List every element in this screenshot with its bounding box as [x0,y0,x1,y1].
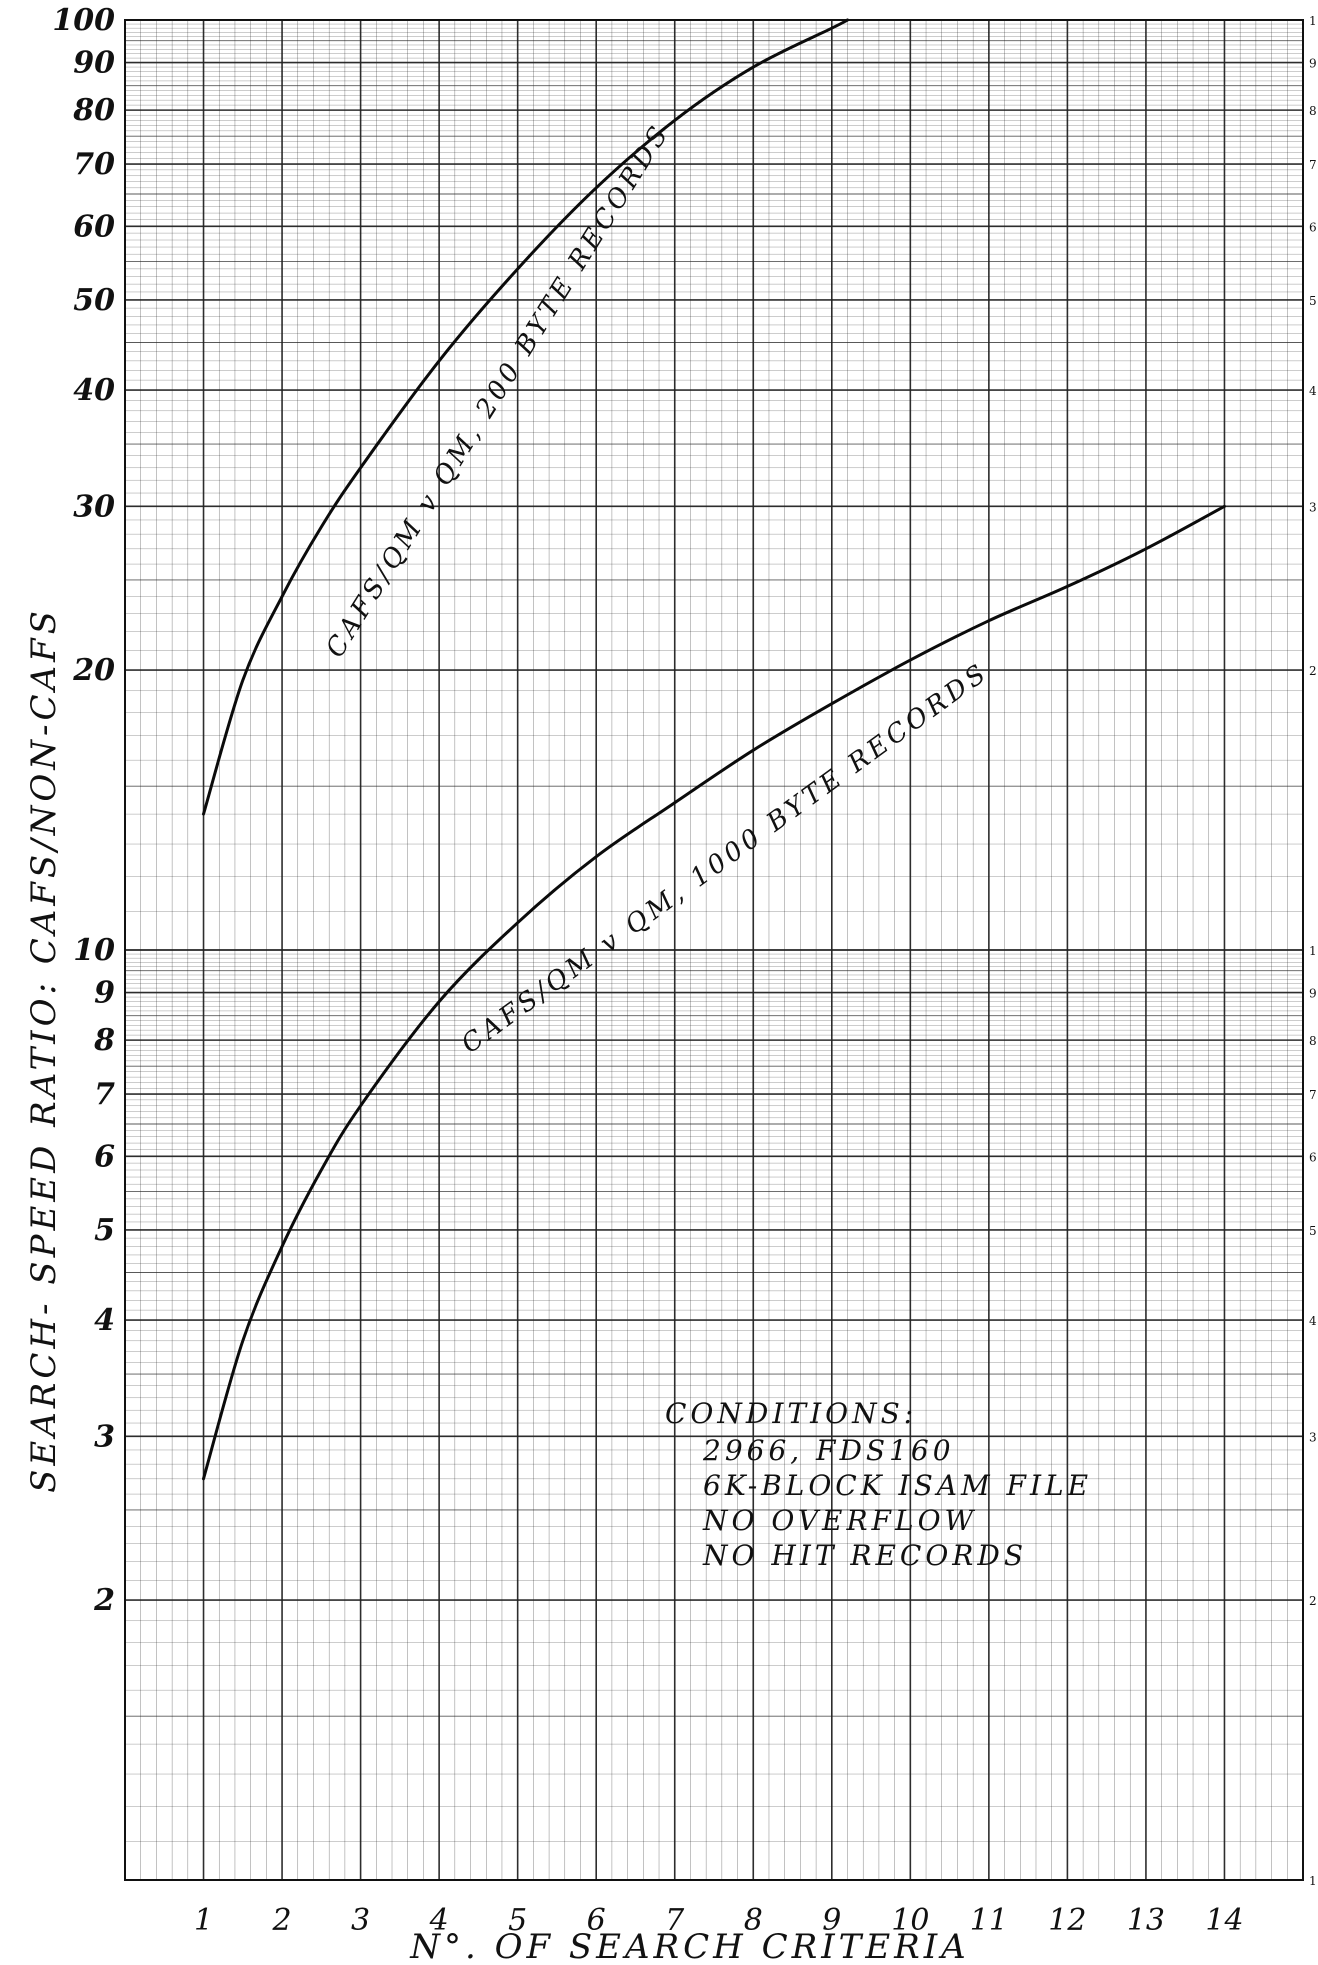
y-tick-label: 20 [72,653,115,688]
x-tick-label: 11 [970,1903,1008,1938]
y-tick-right-label: 9 [1309,987,1317,1001]
conditions-title: CONDITIONS: [665,1397,917,1430]
x-tick-label: 9 [822,1903,841,1938]
conditions-line-4: NO HIT RECORDS [702,1539,1027,1572]
y-tick-right-label: 3 [1309,1430,1317,1444]
y-tick-right-label: 8 [1309,1034,1317,1048]
plot-frame [124,19,1304,1881]
x-tick-label: 4 [429,1903,449,1938]
chart-ticks: 2345678910203040506070809010012345678912… [52,3,1317,1938]
curve-label-1000: CAFS/QM v QM, 1000 BYTE RECORDS [456,657,994,1060]
x-tick-label: 10 [891,1903,929,1938]
y-tick-right-label: 4 [1309,384,1317,398]
y-tick-right-label: 8 [1309,104,1317,118]
x-tick-label: 13 [1127,1903,1165,1938]
x-tick-label: 14 [1205,1903,1243,1938]
y-tick-right-label: 7 [1309,1088,1317,1102]
y-tick-right-label: 4 [1309,1314,1317,1328]
y-tick-right-label: 2 [1309,664,1317,678]
y-tick-label: 60 [73,209,115,244]
x-tick-label: 7 [665,1903,685,1938]
conditions-line-2: 6K-BLOCK ISAM FILE [703,1469,1092,1502]
y-tick-right-label: 1 [1309,14,1317,28]
x-tick-label: 3 [351,1903,370,1938]
series-line-2 [202,504,1226,1481]
series-line-1 [202,18,849,816]
y-tick-label: 8 [93,1023,115,1058]
conditions-annotation: CONDITIONS: 2966, FDS160 6K-BLOCK ISAM F… [665,1397,1092,1572]
y-tick-label: 40 [73,373,115,408]
y-tick-label: 7 [94,1077,115,1112]
y-tick-right-label: 1 [1309,1874,1317,1888]
y-tick-right-label: 7 [1309,158,1317,172]
y-tick-right-label: 5 [1309,1224,1317,1238]
conditions-line-1: 2966, FDS160 [702,1434,955,1467]
y-tick-right-label: 2 [1309,1594,1317,1608]
y-tick-right-label: 6 [1309,1150,1317,1164]
chart-grid [124,19,1304,1881]
x-tick-label: 2 [272,1903,292,1938]
y-tick-right-label: 9 [1309,57,1317,71]
y-tick-label: 6 [94,1139,115,1174]
y-tick-label: 90 [73,46,115,81]
y-tick-label: 2 [93,1583,115,1618]
y-axis-label: SEARCH- SPEED RATIO: CAFS/NON-CAFS [24,607,64,1493]
x-tick-label: 8 [744,1903,763,1938]
y-tick-label: 5 [94,1213,115,1248]
y-tick-label: 50 [73,283,115,318]
y-tick-label: 70 [73,147,115,182]
conditions-line-3: NO OVERFLOW [702,1504,977,1537]
x-tick-label: 1 [194,1903,213,1938]
y-tick-label: 30 [73,489,115,524]
y-tick-label: 80 [72,93,115,128]
y-tick-label: 4 [94,1303,115,1338]
y-tick-right-label: 6 [1309,220,1317,234]
y-tick-label: 9 [94,976,115,1011]
y-tick-label: 100 [52,3,115,38]
x-tick-label: 12 [1048,1903,1086,1938]
y-tick-label: 3 [94,1419,115,1454]
y-tick-right-label: 5 [1309,294,1317,308]
chart-curves [202,18,1226,1481]
y-tick-right-label: 1 [1309,944,1317,958]
x-tick-label: 5 [508,1903,527,1938]
x-axis-label: N°. OF SEARCH CRITERIA [409,1927,970,1965]
y-tick-right-label: 3 [1309,500,1317,514]
x-tick-label: 6 [587,1903,606,1938]
y-tick-label: 10 [73,933,115,968]
